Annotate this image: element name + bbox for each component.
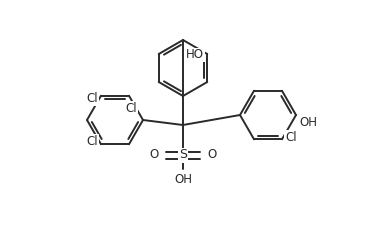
Text: Cl: Cl [125, 102, 137, 115]
Text: Cl: Cl [86, 92, 98, 105]
Text: OH: OH [299, 117, 317, 130]
Text: Cl: Cl [285, 131, 297, 144]
Text: OH: OH [174, 173, 192, 186]
Text: O: O [150, 148, 159, 162]
Text: S: S [179, 148, 187, 162]
Text: Cl: Cl [86, 135, 98, 148]
Text: O: O [207, 148, 216, 162]
Text: HO: HO [186, 49, 204, 61]
